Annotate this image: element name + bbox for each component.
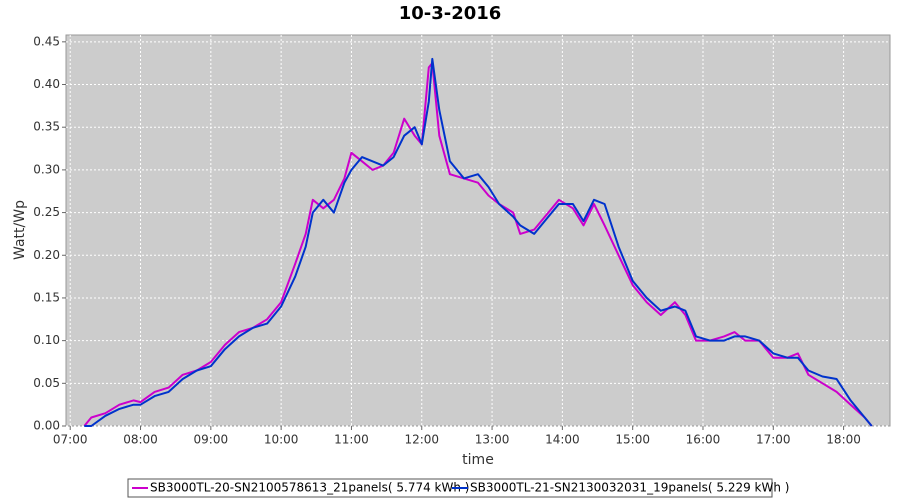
y-tick-label: 0.25: [33, 205, 60, 219]
x-tick-label: 11:00: [334, 433, 369, 447]
data-line: [84, 57, 873, 427]
y-tick-label: 0.35: [33, 120, 60, 134]
x-tick-label: 10:00: [264, 433, 299, 447]
legend-label: SB3000TL-21-SN2130032031_19panels( 5.229…: [470, 481, 789, 495]
x-tick-label: 17:00: [756, 433, 791, 447]
y-tick-label: 0.20: [33, 248, 60, 262]
y-axis-label: Watt/Wp: [12, 200, 28, 260]
x-tick-label: 12:00: [404, 433, 439, 447]
y-tick-label: 0.10: [33, 333, 60, 347]
y-tick-label: 0.05: [33, 376, 60, 390]
x-tick-label: 14:00: [545, 433, 580, 447]
x-tick-label: 08:00: [123, 433, 158, 447]
y-tick-label: 0.40: [33, 77, 60, 91]
y-tick-label: 0.00: [33, 419, 60, 433]
x-tick-label: 18:00: [826, 433, 861, 447]
x-tick-label: 07:00: [53, 433, 88, 447]
y-tick-label: 0.30: [33, 162, 60, 176]
data-line: [83, 62, 873, 427]
plot-area: [65, 34, 891, 427]
chart-title: 10-3-2016: [399, 3, 502, 24]
legend-label: SB3000TL-20-SN2100578613_21panels( 5.774…: [150, 481, 469, 495]
legend: [127, 478, 773, 498]
x-tick-label: 13:00: [475, 433, 510, 447]
x-tick-label: 15:00: [615, 433, 650, 447]
x-tick-label: 09:00: [194, 433, 229, 447]
x-axis-label: time: [462, 452, 494, 468]
y-tick-label: 0.45: [33, 34, 60, 48]
x-tick-label: 16:00: [686, 433, 721, 447]
y-tick-label: 0.15: [33, 290, 60, 304]
